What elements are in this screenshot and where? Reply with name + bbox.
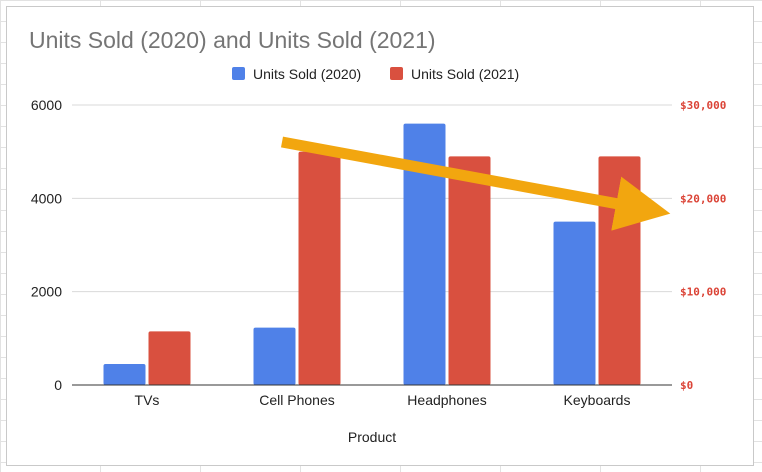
x-tick-label: Cell Phones [259, 392, 335, 408]
bar-2020-tvs [103, 364, 146, 385]
legend-swatch-2020 [232, 67, 245, 80]
y-tick-right: $10,000 [680, 286, 726, 299]
legend-swatch-2021 [390, 67, 403, 80]
bar-2020-cell-phones [253, 327, 296, 385]
y-tick-left: 4000 [31, 190, 62, 206]
bar-2021-tvs [148, 331, 191, 385]
bar-2021-keyboards [598, 156, 641, 385]
y-tick-right: $20,000 [680, 192, 726, 205]
y-tick-left: 6000 [31, 97, 62, 113]
y-tick-left: 0 [54, 377, 62, 393]
legend: Units Sold (2020) Units Sold (2021) [232, 66, 519, 82]
y-axis-right: $0 $10,000 $20,000 $30,000 [680, 99, 726, 392]
legend-label-2020: Units Sold (2020) [253, 66, 361, 82]
bar-2020-keyboards [553, 221, 596, 385]
chart-title: Units Sold (2020) and Units Sold (2021) [29, 27, 436, 53]
x-axis: TVs Cell Phones Headphones Keyboards [135, 392, 631, 408]
y-tick-left: 2000 [31, 284, 62, 300]
trend-arrow-annotation [281, 136, 671, 231]
bar-2021-cell-phones [298, 151, 341, 385]
bar-2020-headphones [403, 123, 446, 386]
x-axis-label: Product [348, 429, 396, 445]
x-tick-label: Keyboards [564, 392, 631, 408]
y-tick-right: $30,000 [680, 99, 726, 112]
legend-label-2021: Units Sold (2021) [411, 66, 519, 82]
x-tick-label: TVs [135, 392, 160, 408]
bars [103, 123, 641, 386]
y-tick-right: $0 [680, 379, 693, 392]
bar-2021-headphones [448, 156, 491, 385]
y-axis-left: 0 2000 4000 6000 [31, 97, 62, 393]
x-tick-label: Headphones [407, 392, 486, 408]
